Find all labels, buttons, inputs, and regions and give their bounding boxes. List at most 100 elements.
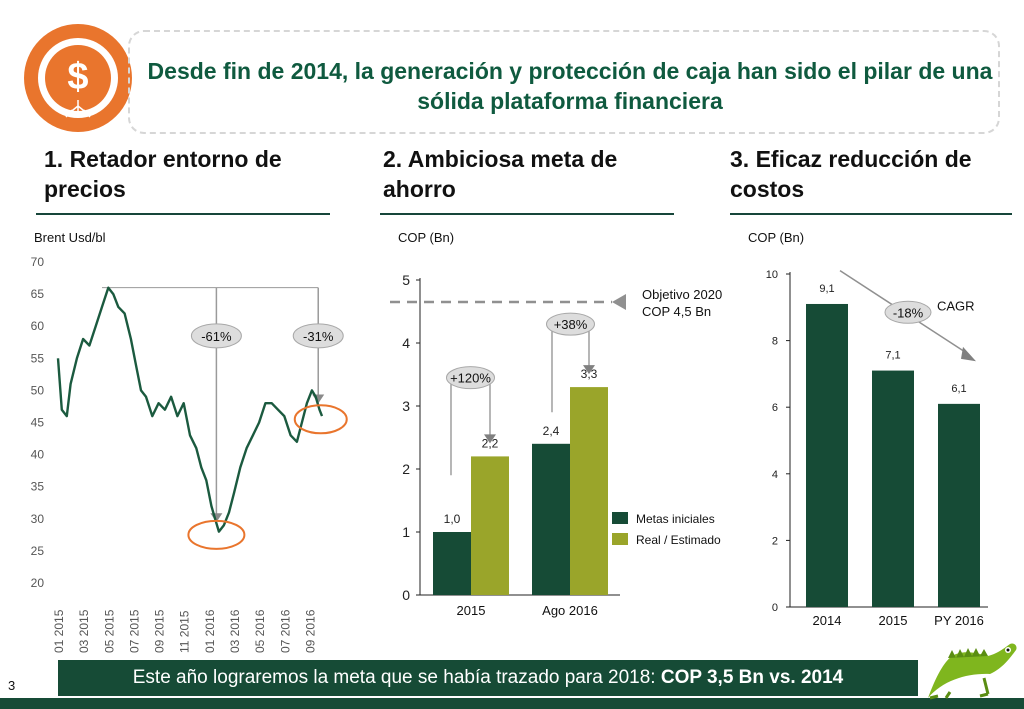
- x-category-label: PY 2016: [934, 613, 984, 628]
- y-tick-label: 3: [402, 398, 410, 414]
- footer-highlight: COP 3,5 Bn vs. 2014: [660, 667, 844, 688]
- bottom-band: [0, 698, 1024, 709]
- y-tick-label: 40: [31, 448, 45, 462]
- footer-text: Este año lograremos la meta que se había…: [132, 667, 661, 688]
- logo-core: [45, 45, 111, 111]
- x-category-label: 2015: [457, 603, 486, 618]
- cagr-arrowhead: [961, 346, 976, 362]
- annotation-badge: [190, 323, 242, 349]
- x-tick-label: 01 2016: [203, 609, 217, 653]
- section-3-heading: 3. Eficaz reducción de costos: [730, 146, 972, 202]
- y-tick-label: 1: [402, 524, 410, 540]
- y-tick-label: 6: [772, 402, 778, 414]
- section-1-unit: Brent Usd/bl: [34, 230, 106, 245]
- footer-bar: [58, 660, 918, 696]
- x-tick-label: 07 2016: [278, 609, 292, 653]
- target-arrowhead: [612, 294, 626, 311]
- target-label-1: Objetivo 2020: [642, 287, 722, 302]
- x-category-label: 2014: [813, 613, 842, 628]
- y-tick-label: 0: [772, 602, 778, 614]
- x-tick-label: 11 2015: [178, 610, 192, 653]
- low-highlight: [187, 519, 246, 550]
- section-1-heading: 1. Retador entorno de precios: [44, 146, 282, 202]
- x-tick-label: 09 2015: [153, 609, 167, 653]
- growth-label: +38%: [554, 317, 588, 332]
- page-title: Desde fin de 2014, la generación y prote…: [147, 58, 993, 114]
- y-tick-label: 60: [31, 319, 45, 333]
- footer-message: Este año lograremos la meta que se había…: [58, 660, 918, 696]
- current-highlight: [293, 404, 348, 435]
- x-tick-label: 03 2016: [228, 609, 242, 653]
- title-frame: [128, 30, 1000, 134]
- cagr-badge-label: -18%: [893, 305, 924, 320]
- y-tick-label: 20: [31, 576, 45, 590]
- growth-label: +120%: [450, 371, 491, 386]
- legend-label: Real / Estimado: [636, 533, 721, 547]
- annotation-label: -61%: [201, 329, 232, 344]
- x-tick-label: 09 2016: [303, 609, 317, 653]
- y-tick-label: 30: [31, 512, 45, 526]
- section-2-rule: [380, 213, 674, 215]
- bar: [938, 403, 980, 607]
- bar-value-label: 2,4: [543, 424, 560, 438]
- x-tick-label: 05 2016: [253, 609, 267, 653]
- brent-line-chart: 20 25 30 35 40 45 50 55 60 65 70 01 2015 03 2015 05 2…: [31, 255, 348, 653]
- y-tick-label: 50: [31, 383, 45, 397]
- cagr-note: CAGR: [937, 299, 975, 314]
- y-tick-label: 45: [31, 416, 45, 430]
- bar-value-label: 3,3: [581, 367, 598, 381]
- growth-arrowhead: [484, 434, 496, 444]
- roots-icon: [65, 100, 91, 118]
- y-tick-label: 8: [772, 336, 778, 348]
- bar-value-label: 9,1: [819, 283, 834, 295]
- brent-series-line: [56, 286, 324, 533]
- y-tick-label: 70: [31, 255, 45, 269]
- bar: [806, 303, 848, 607]
- x-tick-label: 01 2015: [52, 609, 66, 653]
- y-tick-label: 4: [402, 335, 410, 351]
- y-tick-label: 55: [31, 351, 45, 365]
- x-tick-label: 05 2015: [102, 609, 116, 653]
- bar: [532, 443, 570, 595]
- bar: [471, 456, 509, 595]
- bar: [433, 532, 471, 595]
- y-tick-label: 5: [402, 272, 410, 288]
- target-label-2: COP 4,5 Bn: [642, 304, 711, 319]
- y-tick-label: 65: [31, 287, 45, 301]
- section-1-rule: [36, 213, 330, 215]
- bar-value-label: 2,2: [482, 436, 499, 450]
- legend-swatch: [612, 533, 628, 545]
- x-category-label: 2015: [879, 613, 908, 628]
- y-tick-label: 2: [772, 535, 778, 547]
- growth-arrowhead: [583, 365, 595, 375]
- annotation-label: -31%: [303, 329, 334, 344]
- page-number: 3: [8, 678, 16, 693]
- iguana-icon: [928, 643, 1017, 700]
- y-tick-label: 4: [772, 469, 778, 481]
- section-3-unit: COP (Bn): [748, 230, 805, 245]
- bar: [570, 387, 608, 595]
- y-tick-label: 35: [31, 480, 45, 494]
- legend-swatch: [612, 512, 628, 524]
- y-tick-label: 2: [402, 461, 410, 477]
- y-tick-label: 25: [31, 544, 45, 558]
- y-tick-label: 0: [402, 587, 410, 603]
- section-2-heading: 2. Ambiciosa meta de ahorro: [383, 146, 618, 202]
- savings-bar-chart: 0 1 2 3 4 5 1,0 2,2 2015 2,4 3,3 Ago 2016 Objetivo 2…: [390, 272, 722, 618]
- bar-value-label: 7,1: [885, 350, 900, 362]
- y-tick-label: 10: [766, 269, 778, 281]
- x-tick-label: 03 2015: [77, 609, 91, 653]
- growth-badge: [446, 366, 495, 390]
- logo: $: [24, 24, 132, 132]
- growth-badge: [546, 312, 595, 336]
- x-category-label: Ago 2016: [542, 603, 598, 618]
- annotation-badge: [292, 323, 344, 349]
- bar: [872, 370, 914, 607]
- cost-bar-chart: 0 2 4 6 8 10 9,1 2014 7,1 2015 6,1 PY 2016 -18% CAGR: [766, 269, 988, 628]
- section-3-rule: [730, 213, 1012, 215]
- legend-label: Metas iniciales: [636, 512, 715, 526]
- x-tick-label: 07 2015: [127, 609, 141, 653]
- cagr-badge: [884, 300, 932, 324]
- section-2-unit: COP (Bn): [398, 230, 455, 245]
- dollar-roots-icon: $: [67, 56, 88, 98]
